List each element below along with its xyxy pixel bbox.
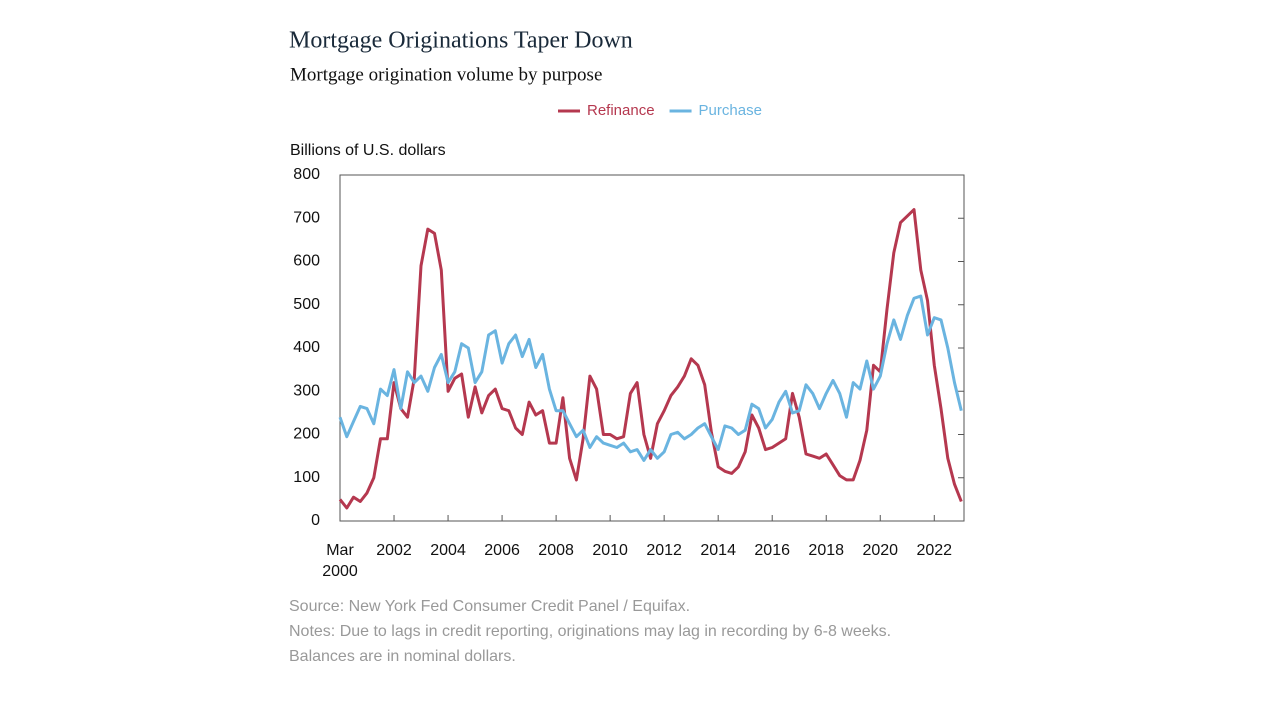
- note: Notes: Due to lags in credit reporting, …: [289, 623, 891, 640]
- legend-label: Purchase: [699, 102, 762, 119]
- y-tick-label: 500: [293, 296, 320, 313]
- x-tick-label: 2002: [376, 542, 412, 559]
- x-tick-label: Mar 2000: [322, 542, 358, 580]
- y-tick-label: 0: [311, 512, 320, 529]
- y-axis-label: Billions of U.S. dollars: [290, 142, 446, 159]
- chart-subtitle: Mortgage origination volume by purpose: [290, 64, 602, 85]
- y-tick-label: 100: [293, 469, 320, 486]
- source: Source: New York Fed Consumer Credit Pan…: [289, 598, 690, 615]
- legend-label: Refinance: [587, 102, 655, 119]
- x-tick-label: 2006: [484, 542, 520, 559]
- y-tick-label: 700: [293, 209, 320, 226]
- x-tick-label: 2004: [430, 542, 466, 559]
- x-tick-label: 2014: [700, 542, 736, 559]
- series-line: [338, 294, 963, 462]
- x-tick-label: 2010: [592, 542, 628, 559]
- x-tick-label: 2008: [538, 542, 574, 559]
- note: Balances are in nominal dollars.: [289, 648, 516, 665]
- y-tick-label: 600: [293, 253, 320, 270]
- y-tick-label: 800: [293, 166, 320, 183]
- x-tick-label: 2012: [646, 542, 682, 559]
- y-tick-label: 300: [293, 382, 320, 399]
- x-tick-label: 2016: [754, 542, 790, 559]
- x-tick-label: 2020: [862, 542, 898, 559]
- x-tick-label: 2018: [808, 542, 844, 559]
- chart-title: Mortgage Originations Taper Down: [289, 28, 633, 54]
- y-tick-label: 400: [293, 339, 320, 356]
- plot-frame: [339, 174, 965, 522]
- y-tick-label: 200: [293, 426, 320, 443]
- x-tick-label: 2022: [916, 542, 952, 559]
- series-line: [338, 208, 963, 510]
